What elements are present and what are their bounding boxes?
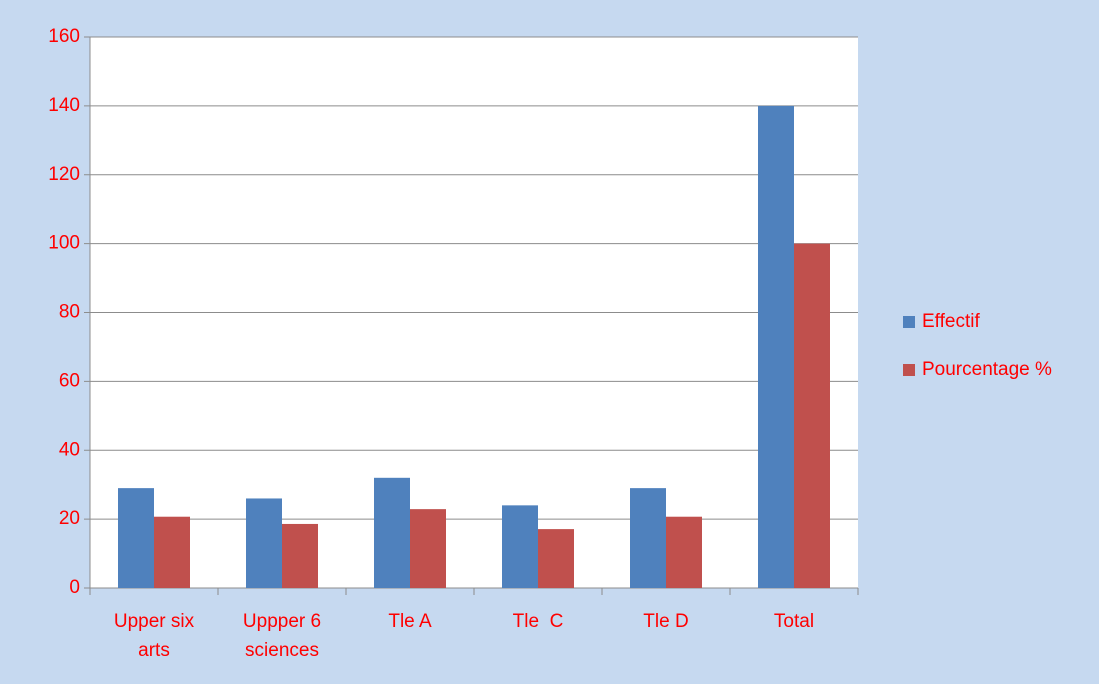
bar: [630, 488, 666, 588]
y-tick-label: 40: [59, 439, 80, 460]
legend-swatch: [903, 364, 915, 376]
x-tick-label: Upper six arts: [114, 611, 195, 661]
y-tick-label: 80: [59, 302, 80, 323]
bar: [502, 505, 538, 588]
x-tick-label: Tle A: [388, 611, 432, 632]
y-tick-label: 100: [48, 233, 80, 254]
y-tick-label: 120: [48, 164, 80, 185]
y-tick-label: 160: [48, 26, 80, 47]
bar: [374, 477, 410, 588]
bar: [538, 529, 574, 588]
x-tick-label: Total: [774, 611, 814, 632]
bar: [246, 498, 282, 588]
bar: [758, 105, 794, 588]
x-tick-label: Tle C: [513, 611, 564, 632]
legend-label: Effectif: [922, 311, 980, 332]
y-tick-label: 20: [59, 508, 80, 529]
bar: [794, 243, 830, 588]
x-tick-label: Tle D: [643, 611, 688, 632]
bar: [666, 516, 702, 588]
bar: [410, 509, 446, 588]
y-tick-label: 0: [69, 577, 80, 598]
x-tick-label: Uppper 6 sciences: [243, 611, 321, 661]
legend-swatch: [903, 316, 915, 328]
bar: [118, 488, 154, 588]
bar: [282, 523, 318, 588]
legend-label: Pourcentage %: [922, 359, 1052, 380]
y-tick-label: 140: [48, 95, 80, 116]
bar: [154, 516, 190, 588]
y-tick-label: 60: [59, 370, 80, 391]
